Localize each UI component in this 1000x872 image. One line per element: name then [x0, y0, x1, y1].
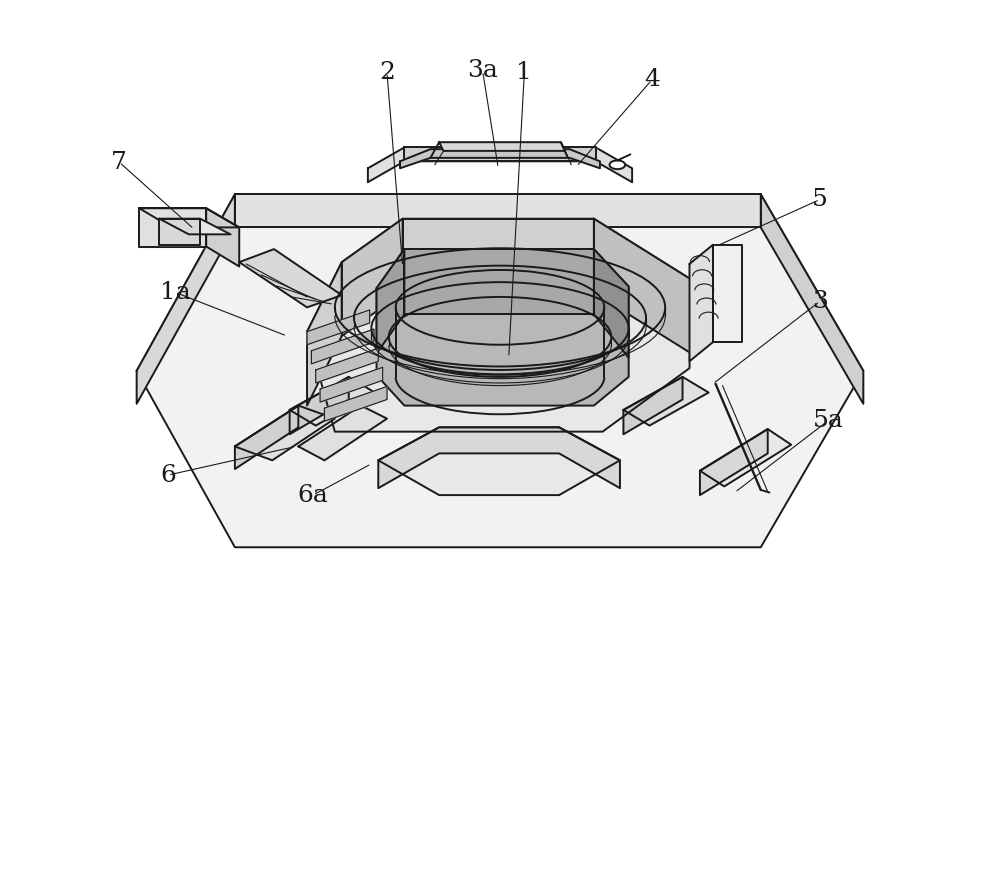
Polygon shape — [700, 429, 791, 487]
Polygon shape — [159, 219, 200, 245]
Text: 1a: 1a — [160, 281, 191, 304]
Polygon shape — [235, 405, 335, 460]
Polygon shape — [594, 249, 629, 358]
Polygon shape — [761, 194, 863, 404]
Polygon shape — [311, 329, 374, 364]
Polygon shape — [377, 249, 404, 353]
Polygon shape — [235, 194, 761, 228]
Polygon shape — [378, 427, 620, 488]
Polygon shape — [316, 348, 378, 383]
Polygon shape — [700, 429, 768, 495]
Text: 4: 4 — [644, 68, 660, 91]
Polygon shape — [139, 208, 206, 247]
Text: 7: 7 — [111, 151, 127, 174]
Polygon shape — [713, 245, 742, 342]
Polygon shape — [307, 310, 370, 344]
Polygon shape — [324, 386, 387, 421]
Polygon shape — [623, 377, 683, 434]
Polygon shape — [594, 219, 691, 353]
Polygon shape — [368, 147, 632, 182]
Ellipse shape — [610, 160, 625, 169]
Text: 3: 3 — [812, 290, 828, 313]
Polygon shape — [320, 367, 383, 402]
Polygon shape — [159, 219, 231, 235]
Polygon shape — [623, 377, 709, 426]
Polygon shape — [206, 208, 239, 267]
Polygon shape — [137, 194, 863, 548]
Polygon shape — [290, 377, 375, 426]
Polygon shape — [404, 249, 594, 314]
Polygon shape — [378, 427, 620, 495]
Polygon shape — [239, 249, 342, 307]
Polygon shape — [298, 405, 387, 460]
Text: 6a: 6a — [298, 484, 329, 507]
Text: 2: 2 — [379, 61, 395, 85]
Polygon shape — [342, 219, 403, 336]
Polygon shape — [307, 219, 691, 432]
Text: 5: 5 — [812, 188, 828, 211]
Polygon shape — [290, 377, 349, 434]
Polygon shape — [689, 245, 713, 361]
Text: 1: 1 — [516, 61, 532, 85]
Text: 5a: 5a — [813, 409, 844, 432]
Text: 3a: 3a — [467, 59, 498, 83]
Polygon shape — [137, 194, 235, 404]
Polygon shape — [235, 405, 298, 469]
Polygon shape — [377, 249, 629, 405]
Polygon shape — [403, 219, 594, 293]
Text: 6: 6 — [160, 464, 176, 487]
Polygon shape — [404, 147, 596, 161]
Polygon shape — [139, 208, 239, 228]
Polygon shape — [307, 262, 342, 405]
Polygon shape — [400, 149, 600, 168]
Polygon shape — [439, 142, 565, 151]
